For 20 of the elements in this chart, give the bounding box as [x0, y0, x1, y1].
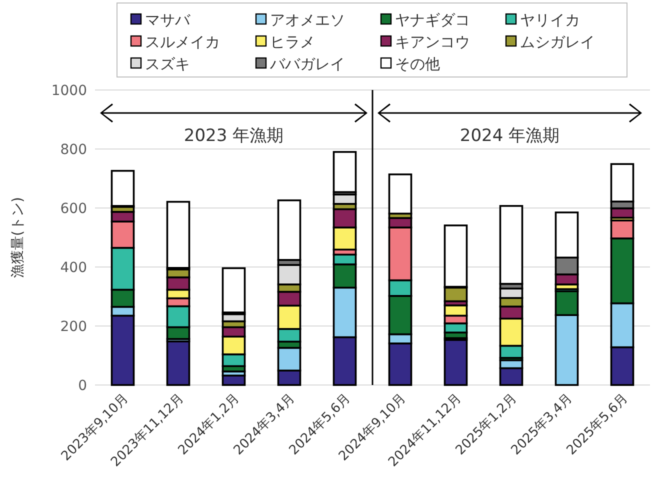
legend-label: キアンコウ	[395, 33, 470, 51]
legend-label: ヒラメ	[270, 33, 315, 51]
y-axis-title: 漁獲量(トン)	[10, 197, 26, 278]
legend-label: スズキ	[145, 55, 190, 73]
legend-label: マサバ	[145, 11, 191, 29]
legend-label: ヤナギダコ	[395, 11, 470, 29]
y-tick-label: 800	[60, 142, 87, 158]
legend-label: その他	[395, 55, 440, 73]
y-tick-label: 1000	[51, 83, 87, 99]
legend-label: アオメエソ	[270, 11, 345, 29]
y-tick-label: 200	[60, 319, 87, 335]
annotation: 2023 年漁期	[184, 126, 284, 146]
legend-label: ムシガレイ	[520, 33, 595, 51]
y-tick-label: 0	[78, 378, 87, 394]
annotation: 2024 年漁期	[460, 126, 560, 146]
legend-label: ババガレイ	[269, 55, 345, 73]
y-tick-label: 400	[60, 260, 87, 276]
legend-label: スルメイカ	[145, 33, 220, 51]
y-tick-label: 600	[60, 201, 87, 217]
legend-label: ヤリイカ	[520, 11, 580, 29]
